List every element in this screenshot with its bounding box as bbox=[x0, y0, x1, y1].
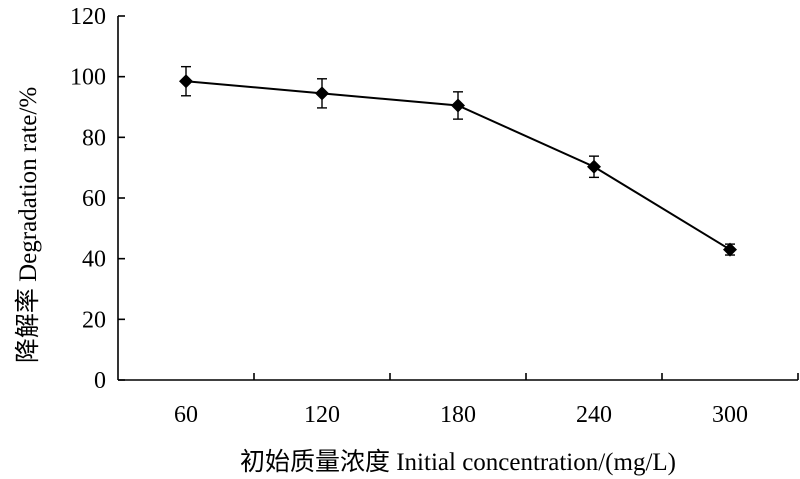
y-axis-label: 降解率 Degradation rate/% bbox=[14, 87, 42, 363]
data-point bbox=[315, 86, 329, 101]
x-axis-label: 初始质量浓度 Initial concentration/(mg/L) bbox=[240, 448, 676, 476]
x-tick-label: 300 bbox=[712, 402, 748, 428]
y-tick-label: 80 bbox=[82, 125, 106, 151]
y-tick-label: 20 bbox=[82, 307, 106, 333]
y-tick-label: 100 bbox=[70, 65, 106, 91]
x-ticks: 60 120 180 240 300 bbox=[174, 373, 799, 428]
x-tick-label: 180 bbox=[440, 402, 476, 428]
y-tick-label: 0 bbox=[94, 368, 106, 394]
x-tick-label: 240 bbox=[576, 402, 612, 428]
y-ticks: 0 20 40 60 80 100 120 bbox=[70, 4, 125, 394]
y-tick-label: 60 bbox=[82, 186, 106, 212]
data-point bbox=[587, 159, 601, 174]
x-tick-label: 120 bbox=[304, 402, 340, 428]
y-tick-label: 120 bbox=[70, 4, 106, 30]
markers bbox=[179, 74, 737, 257]
y-tick-label: 40 bbox=[82, 247, 106, 273]
axes bbox=[117, 16, 798, 381]
x-tick-label: 60 bbox=[174, 402, 198, 428]
data-point bbox=[179, 74, 193, 89]
error-bars bbox=[181, 65, 735, 256]
data-point bbox=[723, 242, 737, 257]
data-point bbox=[451, 98, 465, 113]
